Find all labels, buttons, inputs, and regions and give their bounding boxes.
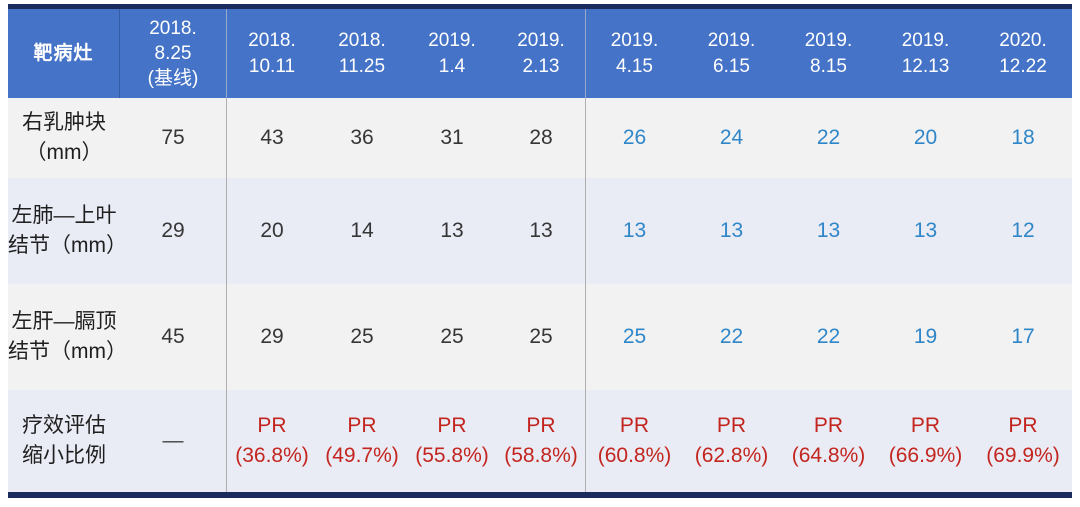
- cell-value: PR (64.8%): [791, 413, 866, 467]
- cell-value: 25: [440, 324, 464, 348]
- cell-value: 36: [350, 125, 374, 149]
- cell-value: 18: [1011, 125, 1035, 149]
- cell-value: PR (62.8%): [694, 413, 769, 467]
- cell-value: 25: [497, 284, 586, 390]
- cell-value: PR (36.8%): [235, 413, 309, 467]
- header-date-2019-6-15: 2019. 6.15: [707, 30, 756, 77]
- target-lesion-table: 靶病灶 2018. 8.25 (基线) 2018. 10.11 2018. 11…: [8, 4, 1072, 498]
- cell-value: 19: [913, 324, 938, 348]
- cell-value: 13: [913, 218, 938, 242]
- cell-value: 25: [350, 324, 374, 348]
- row-label: 疗效评估 缩小比例: [22, 413, 106, 467]
- cell-value: PR (49.7%): [325, 413, 399, 467]
- cell-value: PR (66.9%): [888, 413, 963, 467]
- header-corner-target-lesion: 靶病灶: [8, 9, 120, 98]
- cell-value: —: [120, 390, 227, 492]
- cell-value: 29: [120, 178, 227, 284]
- header-date-2019-8-15: 2019. 8.15: [804, 30, 853, 77]
- cell-value: 20: [260, 218, 284, 242]
- cell-value: 12: [1011, 218, 1035, 242]
- header-date-baseline: 2018. 8.25 (基线): [120, 9, 227, 98]
- cell-value: 31: [440, 125, 464, 149]
- cell-value: 22: [816, 324, 841, 348]
- row-label: 左肺—上叶 结节（mm）: [8, 203, 127, 257]
- table-header-row: 靶病灶 2018. 8.25 (基线) 2018. 10.11 2018. 11…: [8, 9, 1072, 98]
- header-date-2019-4-15: 2019. 4.15: [610, 30, 659, 77]
- header-date-2018-10-11: 2018. 10.11: [248, 30, 296, 77]
- cell-value: 45: [120, 284, 227, 390]
- cell-value: 13: [816, 218, 841, 242]
- cell-value: 25: [622, 324, 647, 348]
- cell-value: PR (58.8%): [497, 390, 586, 492]
- cell-value: 43: [260, 125, 284, 149]
- cell-value: 13: [719, 218, 744, 242]
- cell-value: 22: [719, 324, 744, 348]
- cell-value: 28: [497, 98, 586, 178]
- cell-value: 26: [622, 125, 647, 149]
- header-date-2018-11-25: 2018. 11.25: [338, 30, 386, 77]
- cell-value: 17: [1011, 324, 1035, 348]
- cell-value: PR (55.8%): [415, 413, 489, 467]
- header-date-2019-12-13: 2019. 12.13: [901, 30, 950, 77]
- table-row-right-breast-mass: 右乳肿块 （mm） 75 43 36 31 28 26 24 22 20 18: [8, 98, 1072, 178]
- cell-value: 13: [622, 218, 647, 242]
- table-row-left-lung-nodule: 左肺—上叶 结节（mm） 29 20 14 13 13 13 13 13 13 …: [8, 178, 1072, 284]
- cell-value: PR (60.8%): [597, 413, 672, 467]
- cell-value: 75: [120, 98, 227, 178]
- header-date-2019-1-4: 2019. 1.4: [428, 30, 476, 77]
- header-date-2019-2-13: 2019. 2.13: [497, 9, 586, 98]
- cell-value: 14: [350, 218, 374, 242]
- header-date-2020-12-22: 2020. 12.22: [999, 30, 1047, 77]
- cell-value: PR (69.9%): [986, 413, 1060, 467]
- row-label: 左肝—膈顶 结节（mm）: [8, 309, 127, 363]
- table-row-efficacy-assessment: 疗效评估 缩小比例 — PR (36.8%) PR (49.7%) PR (55…: [8, 390, 1072, 492]
- cell-value: 22: [816, 125, 841, 149]
- row-label: 右乳肿块 （mm）: [22, 110, 106, 164]
- cell-value: 13: [440, 218, 464, 242]
- cell-value: 13: [497, 178, 586, 284]
- cell-value: 24: [719, 125, 744, 149]
- cell-value: 29: [260, 324, 284, 348]
- table-row-left-liver-nodule: 左肝—膈顶 结节（mm） 45 29 25 25 25 25 22 22 19 …: [8, 284, 1072, 390]
- cell-value: 20: [913, 125, 938, 149]
